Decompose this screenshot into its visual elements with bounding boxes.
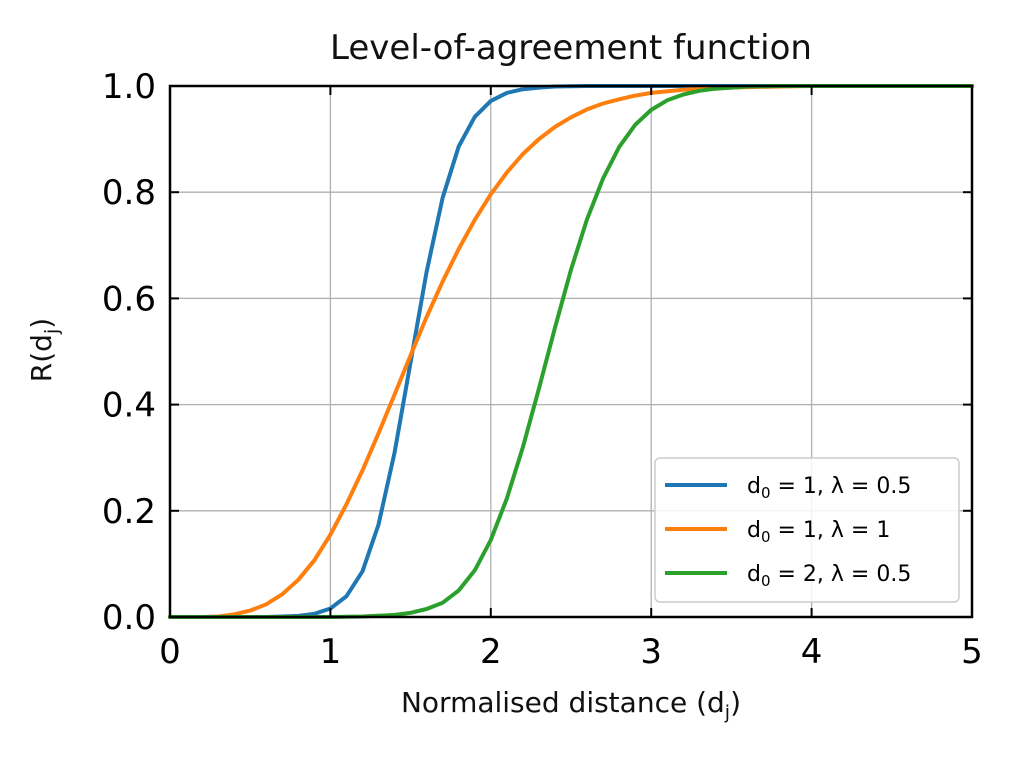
x-tick-label: 0 (159, 632, 181, 672)
plot-frame (168, 84, 974, 619)
x-axis-label: Normalised distance (dj) (170, 686, 972, 724)
axis-ticks: 0 1 2 3 4 5 0.0 0.2 0.4 0.6 0.8 1.0 (102, 67, 983, 672)
series-line-2 (168, 84, 974, 619)
y-tick-label: 0.2 (102, 492, 156, 532)
grid-lines (169, 85, 973, 618)
legend: d0 = 1, λ = 0.5 d0 = 1, λ = 1 d0 = 2, λ = … (654, 457, 960, 603)
series-line-3 (168, 84, 974, 619)
y-tick-label: 1.0 (102, 67, 156, 107)
y-axis-label-close: ) (25, 317, 59, 329)
x-tick-label: 2 (480, 632, 502, 672)
x-tick-label: 5 (961, 632, 983, 672)
y-axis-label-sub: j (40, 328, 63, 335)
y-tick-label: 0.6 (102, 279, 156, 319)
x-axis-label-text: Normalised distance (d (400, 686, 725, 719)
legend-entry-1: d0 = 1, λ = 0.5 (747, 474, 911, 502)
x-axis-label-sub: j (724, 701, 731, 724)
x-tick-label: 3 (640, 632, 662, 672)
y-axis-label-text: R(d (25, 334, 59, 383)
y-tick-label: 0.8 (102, 173, 156, 213)
y-axis-label: R(dj) (25, 318, 63, 382)
legend-entry-3: d0 = 2, λ = 0.5 (747, 562, 911, 590)
x-tick-label: 4 (801, 632, 823, 672)
y-tick-label: 0.4 (102, 386, 156, 426)
legend-entry-2: d0 = 1, λ = 1 (747, 518, 890, 546)
y-tick-label: 0.0 (102, 598, 156, 638)
x-tick-label: 1 (320, 632, 342, 672)
chart-title: Level-of-agreement function (330, 28, 812, 68)
x-axis-label-close: ) (730, 686, 742, 719)
legend-box (654, 457, 960, 603)
